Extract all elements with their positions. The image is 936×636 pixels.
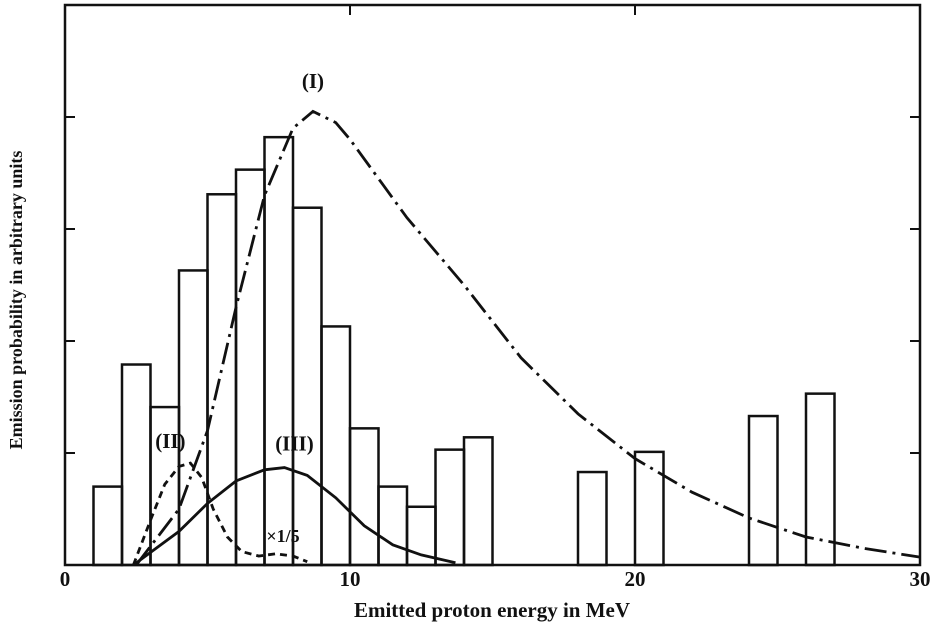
- curve-label: (II): [155, 429, 185, 453]
- x-tick-label: 20: [625, 567, 646, 591]
- histogram-bar: [804, 392, 836, 567]
- curve-label: (III): [275, 431, 314, 455]
- x-tick-label: 30: [910, 567, 931, 591]
- x-tick-label: 0: [60, 567, 71, 591]
- annotation: ×1/5: [266, 526, 299, 546]
- histogram-bar: [320, 325, 352, 567]
- histogram-bar: [206, 193, 238, 567]
- histogram-bar: [177, 269, 209, 567]
- histogram-bar: [747, 414, 779, 567]
- histogram-bar: [120, 363, 152, 567]
- histogram-bar: [291, 206, 323, 567]
- histogram-bar: [462, 436, 494, 567]
- histogram-bar: [434, 448, 466, 567]
- x-axis-label: Emitted proton energy in MeV: [354, 598, 630, 622]
- histogram-bar: [234, 168, 266, 567]
- histogram-bar: [263, 135, 295, 567]
- histogram-bar: [633, 450, 665, 567]
- curve: [132, 466, 456, 567]
- histogram-bar: [377, 485, 409, 567]
- y-axis-label: Emission probability in arbitrary units: [6, 151, 26, 450]
- histogram-bar: [92, 485, 124, 567]
- histogram-bar: [576, 470, 608, 567]
- histogram-bar: [348, 427, 380, 567]
- curve-label: (I): [302, 69, 324, 93]
- x-tick-label: 10: [340, 567, 361, 591]
- curve: [135, 109, 921, 566]
- curve: [132, 461, 308, 566]
